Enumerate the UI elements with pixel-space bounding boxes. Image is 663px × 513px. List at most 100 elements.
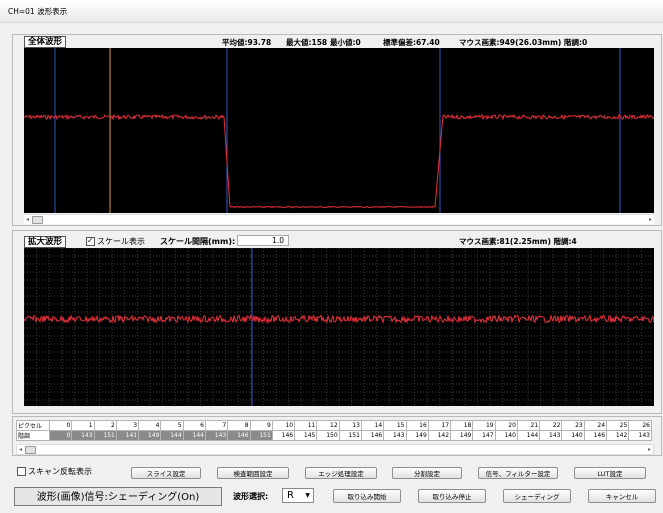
pixel-index-cell: 23 — [561, 420, 585, 431]
edge-processing-button[interactable]: エッジ処理設定 — [305, 467, 377, 479]
pixel-index-cell: 17 — [427, 420, 452, 431]
scroll-thumb[interactable] — [32, 216, 43, 224]
level-cell: 141 — [115, 430, 140, 441]
level-cell: 146 — [360, 430, 385, 441]
lut-settings-button[interactable]: LUT設定 — [574, 467, 646, 479]
cancel-button[interactable]: キャンセル — [588, 489, 656, 503]
stat-min: 最小値:0 — [330, 38, 361, 47]
level-cell: 151 — [338, 430, 362, 441]
level-cell: 146 — [271, 430, 296, 441]
level-cell: 145 — [294, 430, 318, 441]
level-cell: 140 — [561, 430, 585, 441]
pixel-index-cell: 22 — [539, 420, 563, 431]
table-scroll-left-icon[interactable]: ◂ — [19, 446, 23, 453]
overview-scrollbar[interactable]: ◂ ▸ — [24, 214, 654, 224]
pixel-index-cell: 19 — [472, 420, 496, 431]
overview-label: 全体波形 — [24, 36, 67, 48]
title-bar: CH=01 波形表示 — [0, 0, 663, 23]
signal-filter-button[interactable]: 信号、フィルター設定 — [478, 467, 558, 479]
pixel-index-cell: 9 — [249, 420, 273, 431]
pixel-index-cell: 1 — [71, 420, 95, 431]
pixel-index-cell: 20 — [494, 420, 518, 431]
pixel-index-cell: 15 — [383, 420, 407, 431]
scroll-left-icon[interactable]: ◂ — [26, 216, 30, 223]
pixel-row-header: ピクセル — [16, 420, 50, 431]
pixel-index-cell: 7 — [204, 420, 229, 431]
scan-reverse-checkbox[interactable] — [17, 467, 26, 476]
pixel-index-cell: 3 — [115, 420, 140, 431]
level-cell: 143 — [628, 430, 652, 441]
zoom-scale-grid — [24, 248, 654, 406]
scale-interval-input[interactable]: 1.0 — [237, 235, 289, 246]
stat-max: 最大値:158 — [286, 38, 328, 47]
pixel-index-cell: 21 — [516, 420, 541, 431]
stat-std: 標準偏差:67.40 — [383, 38, 440, 47]
pixel-index-cell: 16 — [405, 420, 429, 431]
level-cell: 146 — [583, 430, 608, 441]
zoom-label: 拡大波形 — [24, 236, 67, 248]
signal-status: 波形(画像)信号:シェーディング(On) — [14, 487, 222, 506]
level-cell: 140 — [494, 430, 518, 441]
pixel-index-cell: 4 — [138, 420, 162, 431]
level-cell: 144 — [516, 430, 541, 441]
capture-start-button[interactable]: 取り込み開始 — [333, 489, 401, 503]
window-title: CH=01 波形表示 — [8, 7, 68, 16]
pixel-index-cell: 26 — [628, 420, 652, 431]
zoom-mouse-readout: マウス画素:81(2.25mm) 階調:4 — [459, 237, 577, 246]
wave-select-label: 波形選択: — [233, 492, 269, 501]
pixel-index-cell: 2 — [93, 420, 117, 431]
wave-select-value: R — [287, 490, 294, 501]
level-cell: 144 — [182, 430, 206, 441]
pixel-index-row: ピクセル 0 1 2 3 4 5 6 7 8 9 10 11 12 13 14 15 16 17 18 19 20 21 22… — [16, 420, 652, 431]
pixel-index-cell: 13 — [338, 420, 362, 431]
pixel-index-cell: 14 — [360, 420, 385, 431]
level-cell: 142 — [427, 430, 452, 441]
level-cell: 143 — [204, 430, 229, 441]
level-cell: 143 — [539, 430, 563, 441]
scroll-right-icon[interactable]: ▸ — [648, 216, 652, 223]
zoom-waveform-plot[interactable] — [24, 248, 654, 406]
level-cell: 147 — [472, 430, 496, 441]
pixel-index-cell: 8 — [227, 420, 251, 431]
level-cell: 143 — [383, 430, 407, 441]
division-settings-button[interactable]: 分割設定 — [392, 467, 462, 479]
pixel-index-cell: 25 — [606, 420, 630, 431]
level-cell: 149 — [405, 430, 429, 441]
pixel-index-cell: 12 — [316, 420, 340, 431]
level-row-header: 階調 — [16, 430, 50, 441]
table-scroll-right-icon[interactable]: ▸ — [647, 446, 651, 453]
overview-waveform-plot[interactable] — [24, 48, 654, 213]
level-cell: 150 — [316, 430, 340, 441]
table-scroll-thumb[interactable] — [25, 446, 36, 454]
level-cell: 146 — [227, 430, 251, 441]
level-cell: 151 — [249, 430, 273, 441]
level-row: 階調 0 143 151 141 149 144 144 143 146 151 146 145 150 1… — [16, 430, 652, 441]
level-cell: 0 — [48, 430, 73, 441]
pixel-index-cell: 6 — [182, 420, 206, 431]
wave-select-dropdown[interactable]: R ▼ — [282, 488, 314, 503]
pixel-index-cell: 0 — [48, 420, 73, 431]
slice-settings-button[interactable]: スライス設定 — [131, 467, 201, 479]
level-cell: 151 — [93, 430, 117, 441]
level-cell: 149 — [138, 430, 162, 441]
shading-button[interactable]: シェーディング — [503, 489, 571, 503]
pixel-index-cell: 18 — [450, 420, 474, 431]
pixel-index-cell: 11 — [294, 420, 318, 431]
stat-mean: 平均値:93.78 — [222, 38, 272, 47]
level-cell: 144 — [160, 430, 184, 441]
scale-display-checkbox[interactable] — [86, 236, 95, 246]
stat-mouse: マウス画素:949(26.03mm) 階調:0 — [459, 38, 588, 47]
pixel-index-cell: 5 — [160, 420, 184, 431]
overview-waveform-line — [24, 113, 654, 209]
pixel-index-cell: 10 — [271, 420, 296, 431]
inspection-range-button[interactable]: 検査範囲設定 — [217, 467, 289, 479]
level-cell: 142 — [606, 430, 630, 441]
pixel-value-table: ピクセル 0 1 2 3 4 5 6 7 8 9 10 11 12 13 14 15 16 17 18 19 20 21 22… — [16, 420, 652, 441]
scale-display-label: スケール表示 — [97, 237, 145, 246]
scale-interval-label: スケール間隔(mm): — [160, 237, 236, 246]
table-scrollbar[interactable]: ◂ ▸ — [16, 444, 654, 455]
capture-stop-button[interactable]: 取り込み停止 — [418, 489, 486, 503]
scan-reverse-label: スキャン反転表示 — [28, 467, 92, 476]
chevron-down-icon: ▼ — [305, 492, 310, 499]
level-cell: 143 — [71, 430, 95, 441]
